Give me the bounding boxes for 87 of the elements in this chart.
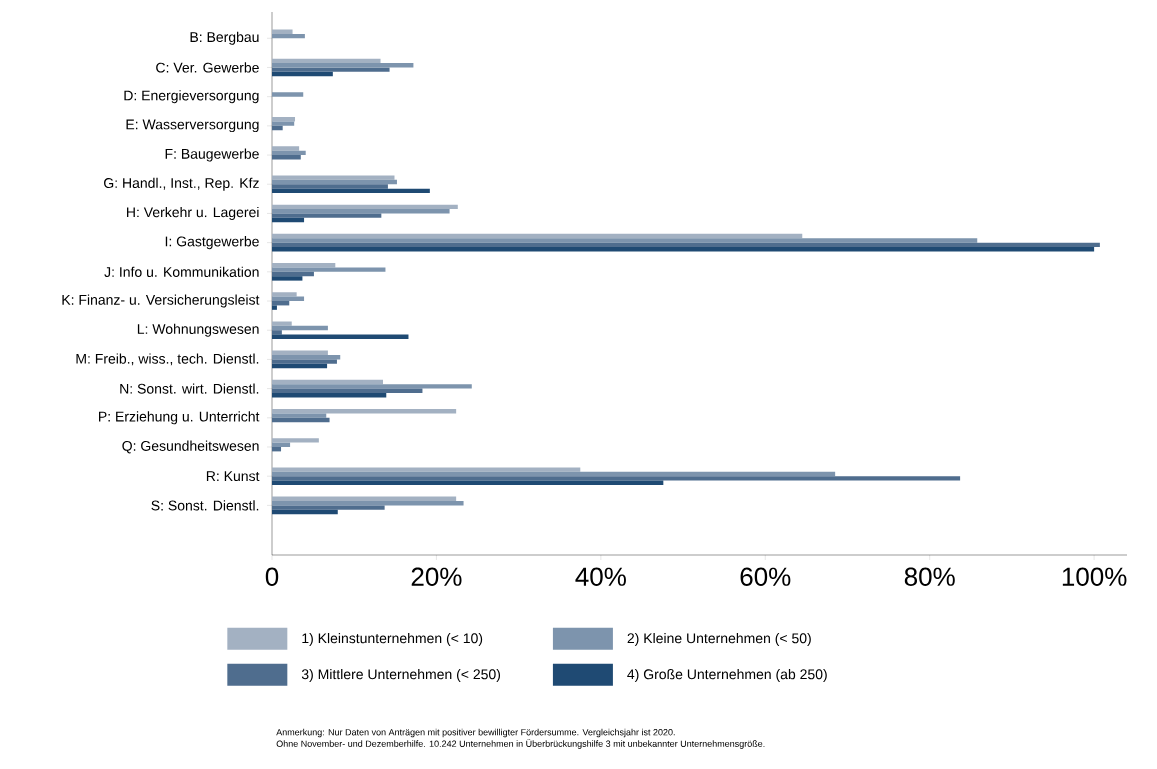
x-tick-label: 80%	[904, 567, 955, 586]
bar	[272, 213, 382, 218]
bar	[272, 184, 388, 189]
bar	[272, 505, 385, 510]
bar	[272, 67, 390, 72]
bar	[272, 471, 836, 477]
bar	[272, 496, 457, 501]
bar	[272, 409, 457, 414]
text: Ohne November- und Dezemberhilfe. 10.242 Unternehmen in Überbrückungshilfe 3 mit unbekannter Unternehmensgröße.	[276, 739, 765, 749]
bar	[272, 121, 295, 126]
x-tick-label: 20%	[411, 567, 462, 586]
bar	[272, 247, 1095, 252]
bar	[272, 58, 381, 64]
y-tick-label: P: Erziehung u. Unterricht	[99, 411, 260, 425]
bar	[272, 146, 300, 151]
bar	[272, 379, 383, 385]
y-tick-label: B: Bergbau	[190, 31, 259, 45]
bar	[272, 242, 1100, 248]
bar	[272, 71, 333, 77]
bar	[272, 276, 303, 281]
bar	[272, 438, 319, 443]
y-tick-label: H: Verkehr u. Lagerei	[127, 206, 259, 220]
y-tick-label: F: Baugewerbe	[165, 148, 259, 162]
bar	[272, 393, 387, 398]
bar	[272, 325, 328, 331]
bar	[272, 292, 297, 297]
text: Anmerkung: Nur Daten von Anträgen mit positiver bewilligter Fördersumme. Vergleichsjahr ist 2020.	[276, 728, 675, 738]
bar	[272, 417, 330, 423]
y-tick-label: M: Freib., wiss., tech. Dienstl.	[76, 353, 259, 366]
bar	[272, 305, 277, 310]
bar	[272, 509, 338, 515]
y-tick-label: J: Info u. Kommunikation	[104, 266, 259, 277]
bar	[272, 117, 296, 122]
legend-label: 3) Mittlere Unternehmen (< 250)	[301, 668, 501, 683]
x-tick-label: 60%	[740, 567, 791, 586]
bar	[272, 217, 305, 223]
bar	[272, 29, 293, 34]
bar	[272, 363, 328, 369]
y-tick-label: N: Sonst. wirt. Dienstl.	[120, 383, 259, 394]
bar	[272, 271, 314, 277]
bar	[272, 150, 306, 156]
y-tick-label: Q: Gesundheitswesen	[122, 440, 259, 454]
bar	[272, 359, 337, 364]
bar	[272, 467, 581, 472]
bar	[272, 388, 423, 393]
bar	[272, 125, 283, 131]
bar	[272, 334, 409, 340]
bar	[272, 92, 304, 97]
legend-label: 4) Große Unternehmen (ab 250)	[627, 668, 827, 683]
bar	[272, 355, 341, 360]
legend-label: 1) Kleinstunternehmen (< 10)	[302, 632, 483, 647]
y-tick-label: I: Gastgewerbe	[165, 236, 259, 250]
y-tick-label: C: Ver. Gewerbe	[156, 62, 259, 73]
y-tick-label: L: Wohnungswesen	[137, 323, 259, 337]
bar	[272, 413, 327, 418]
y-tick-label: S: Sonst. Dienstl.	[151, 500, 259, 511]
x-tick-label: 40%	[575, 567, 626, 586]
bar	[272, 33, 305, 39]
bar	[272, 263, 336, 268]
bar	[272, 175, 395, 180]
bar	[272, 155, 301, 160]
bar	[272, 238, 978, 243]
legend-label: 2) Kleine Unternehmen (< 50)	[627, 632, 811, 647]
bar	[272, 476, 961, 481]
bar	[272, 63, 414, 68]
bar	[272, 204, 458, 210]
bar	[272, 188, 430, 194]
bar	[272, 233, 803, 239]
bar	[272, 442, 291, 447]
bar	[272, 446, 282, 452]
x-tick-label: 100%	[1062, 567, 1127, 586]
y-tick-label: K: Finanz- u. Versicherungsleist	[62, 294, 260, 308]
bar	[272, 350, 328, 356]
bar	[272, 296, 305, 302]
bar	[272, 321, 292, 326]
bar	[272, 209, 450, 214]
x-tick-label: 0	[265, 567, 279, 586]
bar	[272, 179, 397, 185]
y-tick-label: D: Energieversorgung	[124, 90, 259, 104]
bar	[272, 500, 464, 506]
y-tick-label: R: Kunst	[206, 471, 260, 482]
bar	[272, 330, 282, 335]
bar	[272, 267, 386, 272]
y-tick-label: E: Wasserversorgung	[126, 119, 259, 133]
bar	[272, 480, 664, 485]
bar	[272, 384, 472, 389]
y-tick-label: G: Handl., Inst., Rep. Kfz	[104, 177, 259, 191]
